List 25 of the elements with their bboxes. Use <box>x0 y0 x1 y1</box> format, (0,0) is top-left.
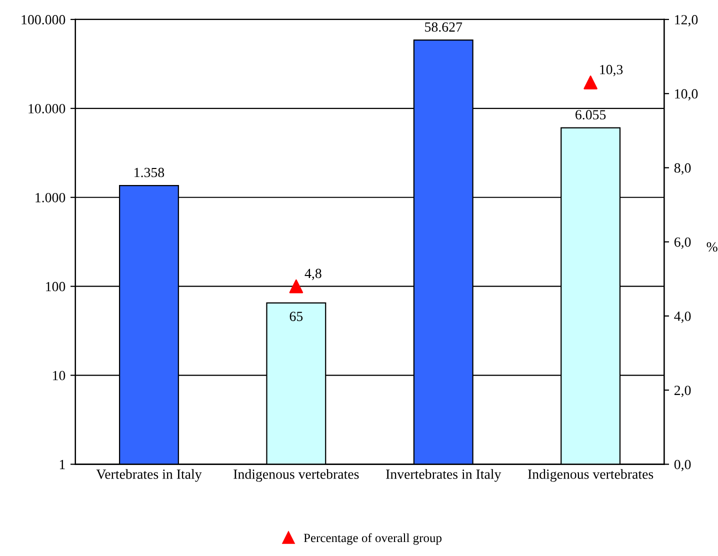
data-label: 6.055 <box>576 110 606 120</box>
data-label: 65 <box>290 312 303 322</box>
y2-tick-label: 2,0 <box>674 386 691 398</box>
data-label: 58.627 <box>425 22 462 32</box>
y2-tick-label: 4,0 <box>674 312 691 323</box>
y-tick-label: 1 <box>60 460 65 470</box>
y-tick-label: 1.000 <box>36 192 66 202</box>
data-label: 1.358 <box>134 168 164 178</box>
x-tick-label: Indigenous vertebrates <box>528 469 654 482</box>
y2-tick-label: 6,0 <box>674 237 691 249</box>
x-tick-label: Indigenous vertebrates <box>234 469 359 482</box>
y-tick-label: 100 <box>46 282 66 292</box>
data-label: 4,8 <box>304 268 322 280</box>
x-tick-label: Invertebrates in Italy <box>386 469 502 482</box>
y2-tick-label: 0,0 <box>674 460 691 472</box>
legend-label: Percentage of overall group <box>304 533 442 545</box>
y-tick-label: 10.000 <box>28 104 66 114</box>
y2-tick-label: 8,0 <box>674 163 691 175</box>
y2-tick-label: 10,0 <box>675 89 698 101</box>
y-tick-label: 10 <box>53 370 66 380</box>
x-tick-label: Vertebrates in Italy <box>96 469 202 482</box>
y2-tick-label: 12,0 <box>675 15 698 26</box>
data-label: 10,3 <box>600 64 623 76</box>
y2-axis-title: % <box>706 242 718 252</box>
y-tick-label: 100.000 <box>22 15 66 24</box>
